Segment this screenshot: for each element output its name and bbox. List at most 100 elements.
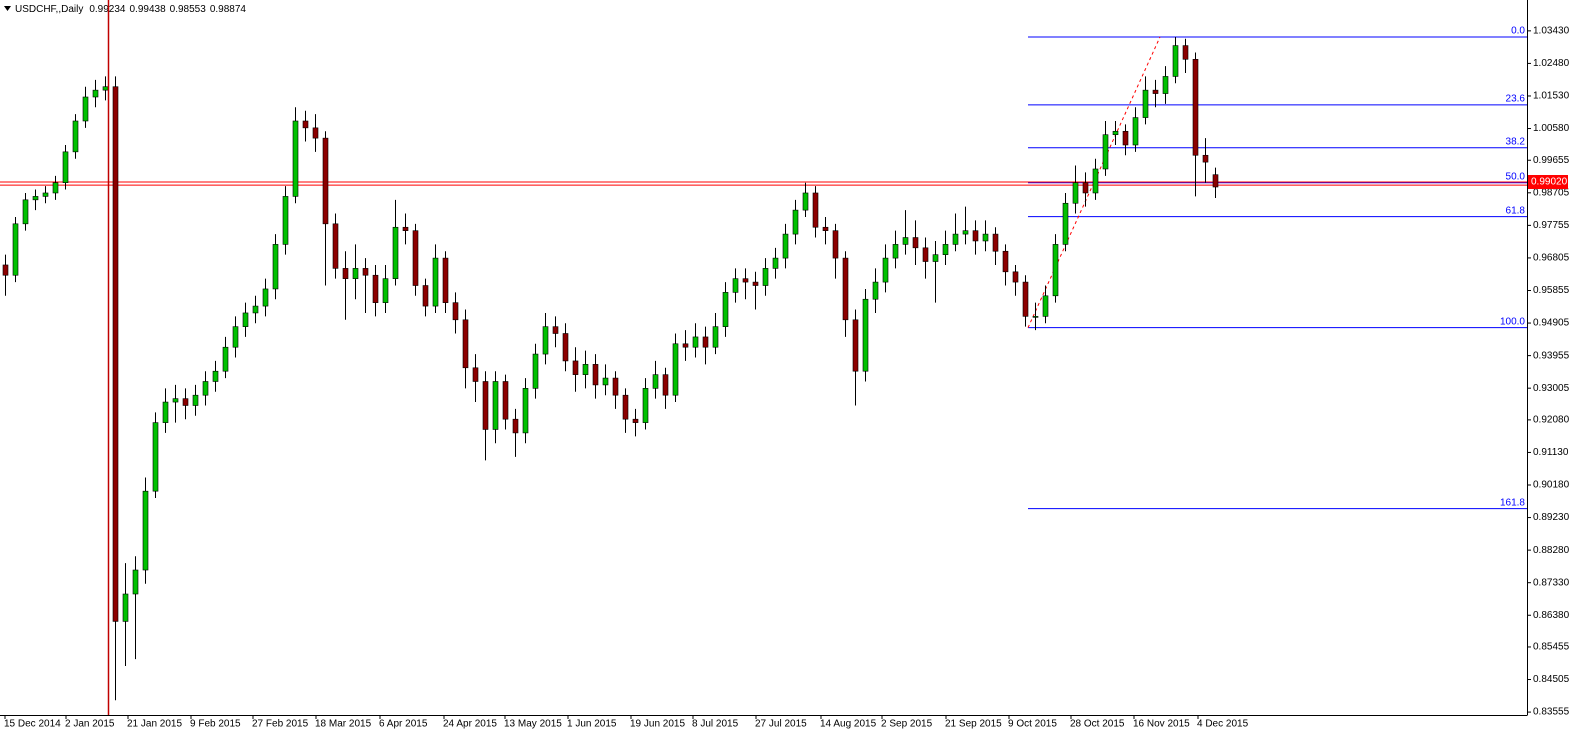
candle-body [382, 278, 389, 303]
candle-body [672, 343, 679, 396]
candle-body [872, 281, 879, 300]
menu-arrow [4, 6, 11, 11]
candle-body [1082, 182, 1089, 194]
candle-body [782, 233, 789, 259]
candle-body [472, 367, 479, 382]
candle-body [1052, 244, 1059, 297]
y-tick-label: 0.90180 [1533, 480, 1570, 491]
candle-body [622, 394, 629, 420]
candle-body [592, 364, 599, 386]
y-tick-label: 0.86380 [1533, 610, 1570, 621]
x-tick-label: 6 Apr 2015 [379, 719, 428, 730]
y-tick-label: 1.01530 [1533, 91, 1570, 102]
candle-body [432, 257, 439, 307]
x-tick-label: 2 Jan 2015 [65, 719, 115, 730]
candle-body [442, 257, 449, 303]
x-tick-label: 9 Oct 2015 [1008, 719, 1057, 730]
y-tick-label: 0.83555 [1533, 707, 1570, 718]
candle-body [652, 374, 659, 389]
fibo-trendline [1027, 36, 1161, 328]
y-tick-label: 0.92080 [1533, 415, 1570, 426]
candle-body [92, 89, 99, 98]
candle-body [272, 244, 279, 290]
candle-body [992, 233, 999, 252]
axis-layer: 1.03430 1.02480 1.01530 1.00580 0.99655 0.987… [0, 0, 1570, 730]
candle-body [882, 257, 889, 283]
candle-body [752, 281, 759, 286]
candle-body [262, 288, 269, 307]
candle-body [462, 319, 469, 369]
x-tick-label: 13 May 2015 [504, 719, 562, 730]
y-tick-label: 0.87330 [1533, 577, 1570, 588]
candle-body [512, 418, 519, 434]
candle-body [542, 326, 549, 355]
candle-body [532, 353, 539, 389]
header-close: 0.98874 [210, 4, 247, 15]
x-tick-label: 18 Mar 2015 [315, 719, 372, 730]
candle-body [602, 377, 609, 386]
candle-body [662, 374, 669, 396]
y-tick-label: 1.00580 [1533, 123, 1570, 134]
candle-body [1092, 168, 1099, 194]
candle-body [562, 333, 569, 362]
candle-body [1162, 76, 1169, 94]
x-tick-label: 1 Jun 2015 [567, 719, 617, 730]
fibo-label: 61.8 [1506, 205, 1526, 216]
candle-body [192, 394, 199, 406]
candle-body [12, 223, 19, 276]
fibo-label: 100.0 [1500, 316, 1525, 327]
candle-body [762, 268, 769, 286]
candle-body [962, 230, 969, 235]
candle-body [1172, 45, 1179, 77]
y-tick-label: 1.02480 [1533, 58, 1570, 69]
candle-body [742, 278, 749, 283]
candle-body [582, 364, 589, 375]
candle-body [1112, 130, 1119, 136]
x-tick-label: 16 Nov 2015 [1133, 719, 1190, 730]
x-tick-label: 27 Jul 2015 [755, 719, 807, 730]
candle-body [2, 264, 9, 276]
candle-body [62, 151, 69, 183]
y-tick-label: 0.89230 [1533, 512, 1570, 523]
candle-body [792, 209, 799, 235]
y-tick-label: 0.97755 [1533, 220, 1570, 231]
candle-body [952, 233, 959, 245]
candle-body [322, 137, 329, 225]
candles-layer [2, 37, 1219, 701]
candle-body [612, 377, 619, 396]
y-tick-label: 0.95855 [1533, 285, 1570, 296]
y-tick-label: 0.93005 [1533, 383, 1570, 394]
candle-body [102, 86, 109, 91]
candle-body [452, 302, 459, 321]
candle-body [392, 226, 399, 279]
y-tick-label: 0.91130 [1533, 447, 1569, 458]
y-tick-label: 0.96805 [1533, 253, 1570, 264]
y-tick-label: 0.93955 [1533, 350, 1570, 361]
candle-body [682, 343, 689, 348]
x-tick-label: 24 Apr 2015 [443, 719, 497, 730]
x-tick-label: 14 Aug 2015 [820, 719, 877, 730]
candle-body [842, 257, 849, 321]
candle-body [912, 237, 919, 249]
symbol-title: USDCHF,,Daily [15, 4, 83, 15]
candle-body [692, 336, 699, 348]
candle-body [82, 96, 89, 122]
header-high: 0.99438 [130, 4, 167, 15]
candle-body [922, 247, 929, 262]
candle-body [222, 346, 229, 372]
candle-body [772, 257, 779, 269]
candle-body [402, 226, 409, 231]
price-label: 0.99020 [1531, 177, 1568, 188]
candle-body [1182, 45, 1189, 60]
candle-body [812, 192, 819, 228]
x-tick-label: 21 Jan 2015 [127, 719, 182, 730]
objects-layer: 0.0 23.6 38.2 50.0 61.8 100.0 161.8 [0, 26, 1527, 510]
candle-body [642, 388, 649, 423]
candle-body [1022, 281, 1029, 317]
candle-body [1012, 271, 1019, 283]
candle-body [232, 326, 239, 348]
candle-body [1152, 89, 1159, 94]
candle-body [492, 381, 499, 430]
candle-body [352, 268, 359, 279]
